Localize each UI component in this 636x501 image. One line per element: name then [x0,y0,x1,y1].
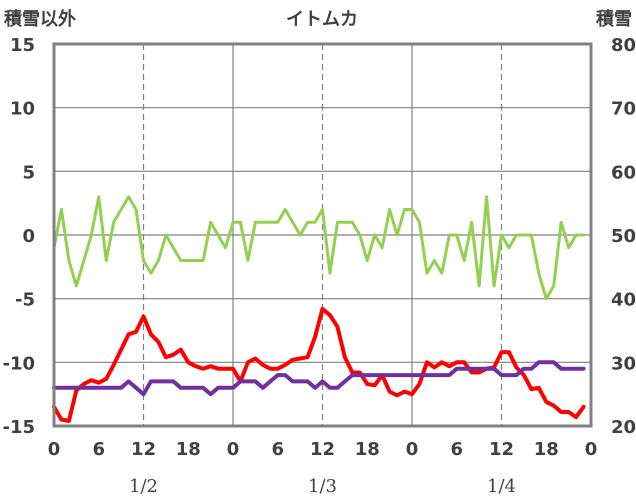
y-right-tick-label: 20 [611,417,636,438]
x-tick-label: 6 [271,439,284,460]
y-left-tick-label: -15 [2,417,35,438]
y-left-tick-label: 10 [10,99,35,120]
y-right-axis-label: 積雪 [595,8,632,30]
x-tick-label: 12 [310,439,335,460]
chart-title: イトムカ [286,9,358,30]
x-tick-label: 18 [176,439,201,460]
y-left-tick-label: -10 [2,353,35,374]
y-right-tick-label: 70 [611,99,636,120]
series-line-1 [52,195,586,301]
x-tick-label: 0 [48,439,61,460]
x-tick-label: 6 [92,439,105,460]
x-tick-label: 0 [585,439,598,460]
y-left-tick-label: 0 [22,226,35,247]
date-label: 1/3 [308,476,337,497]
series-line-3 [52,360,586,397]
x-tick-label: 18 [355,439,380,460]
y-right-tick-label: 50 [611,226,636,247]
y-left-tick-label: 15 [10,35,35,56]
series-line-2 [52,306,586,423]
date-label: 1/4 [487,476,516,497]
y-left-tick-label: -5 [15,290,35,311]
y-right-tick-label: 40 [611,290,636,311]
x-tick-label: 18 [534,439,559,460]
date-label: 1/2 [129,476,158,497]
y-right-tick-label: 80 [611,35,636,56]
y-right-tick-label: 30 [611,353,636,374]
x-tick-label: 6 [450,439,463,460]
x-tick-label: 0 [406,439,419,460]
x-tick-label: 12 [131,439,156,460]
y-left-axis-label: 積雪以外 [3,8,76,30]
y-left-tick-label: 5 [22,162,35,183]
x-tick-label: 12 [489,439,514,460]
y-right-tick-label: 60 [611,162,636,183]
plot-frame [52,42,593,428]
x-tick-label: 0 [227,439,240,460]
